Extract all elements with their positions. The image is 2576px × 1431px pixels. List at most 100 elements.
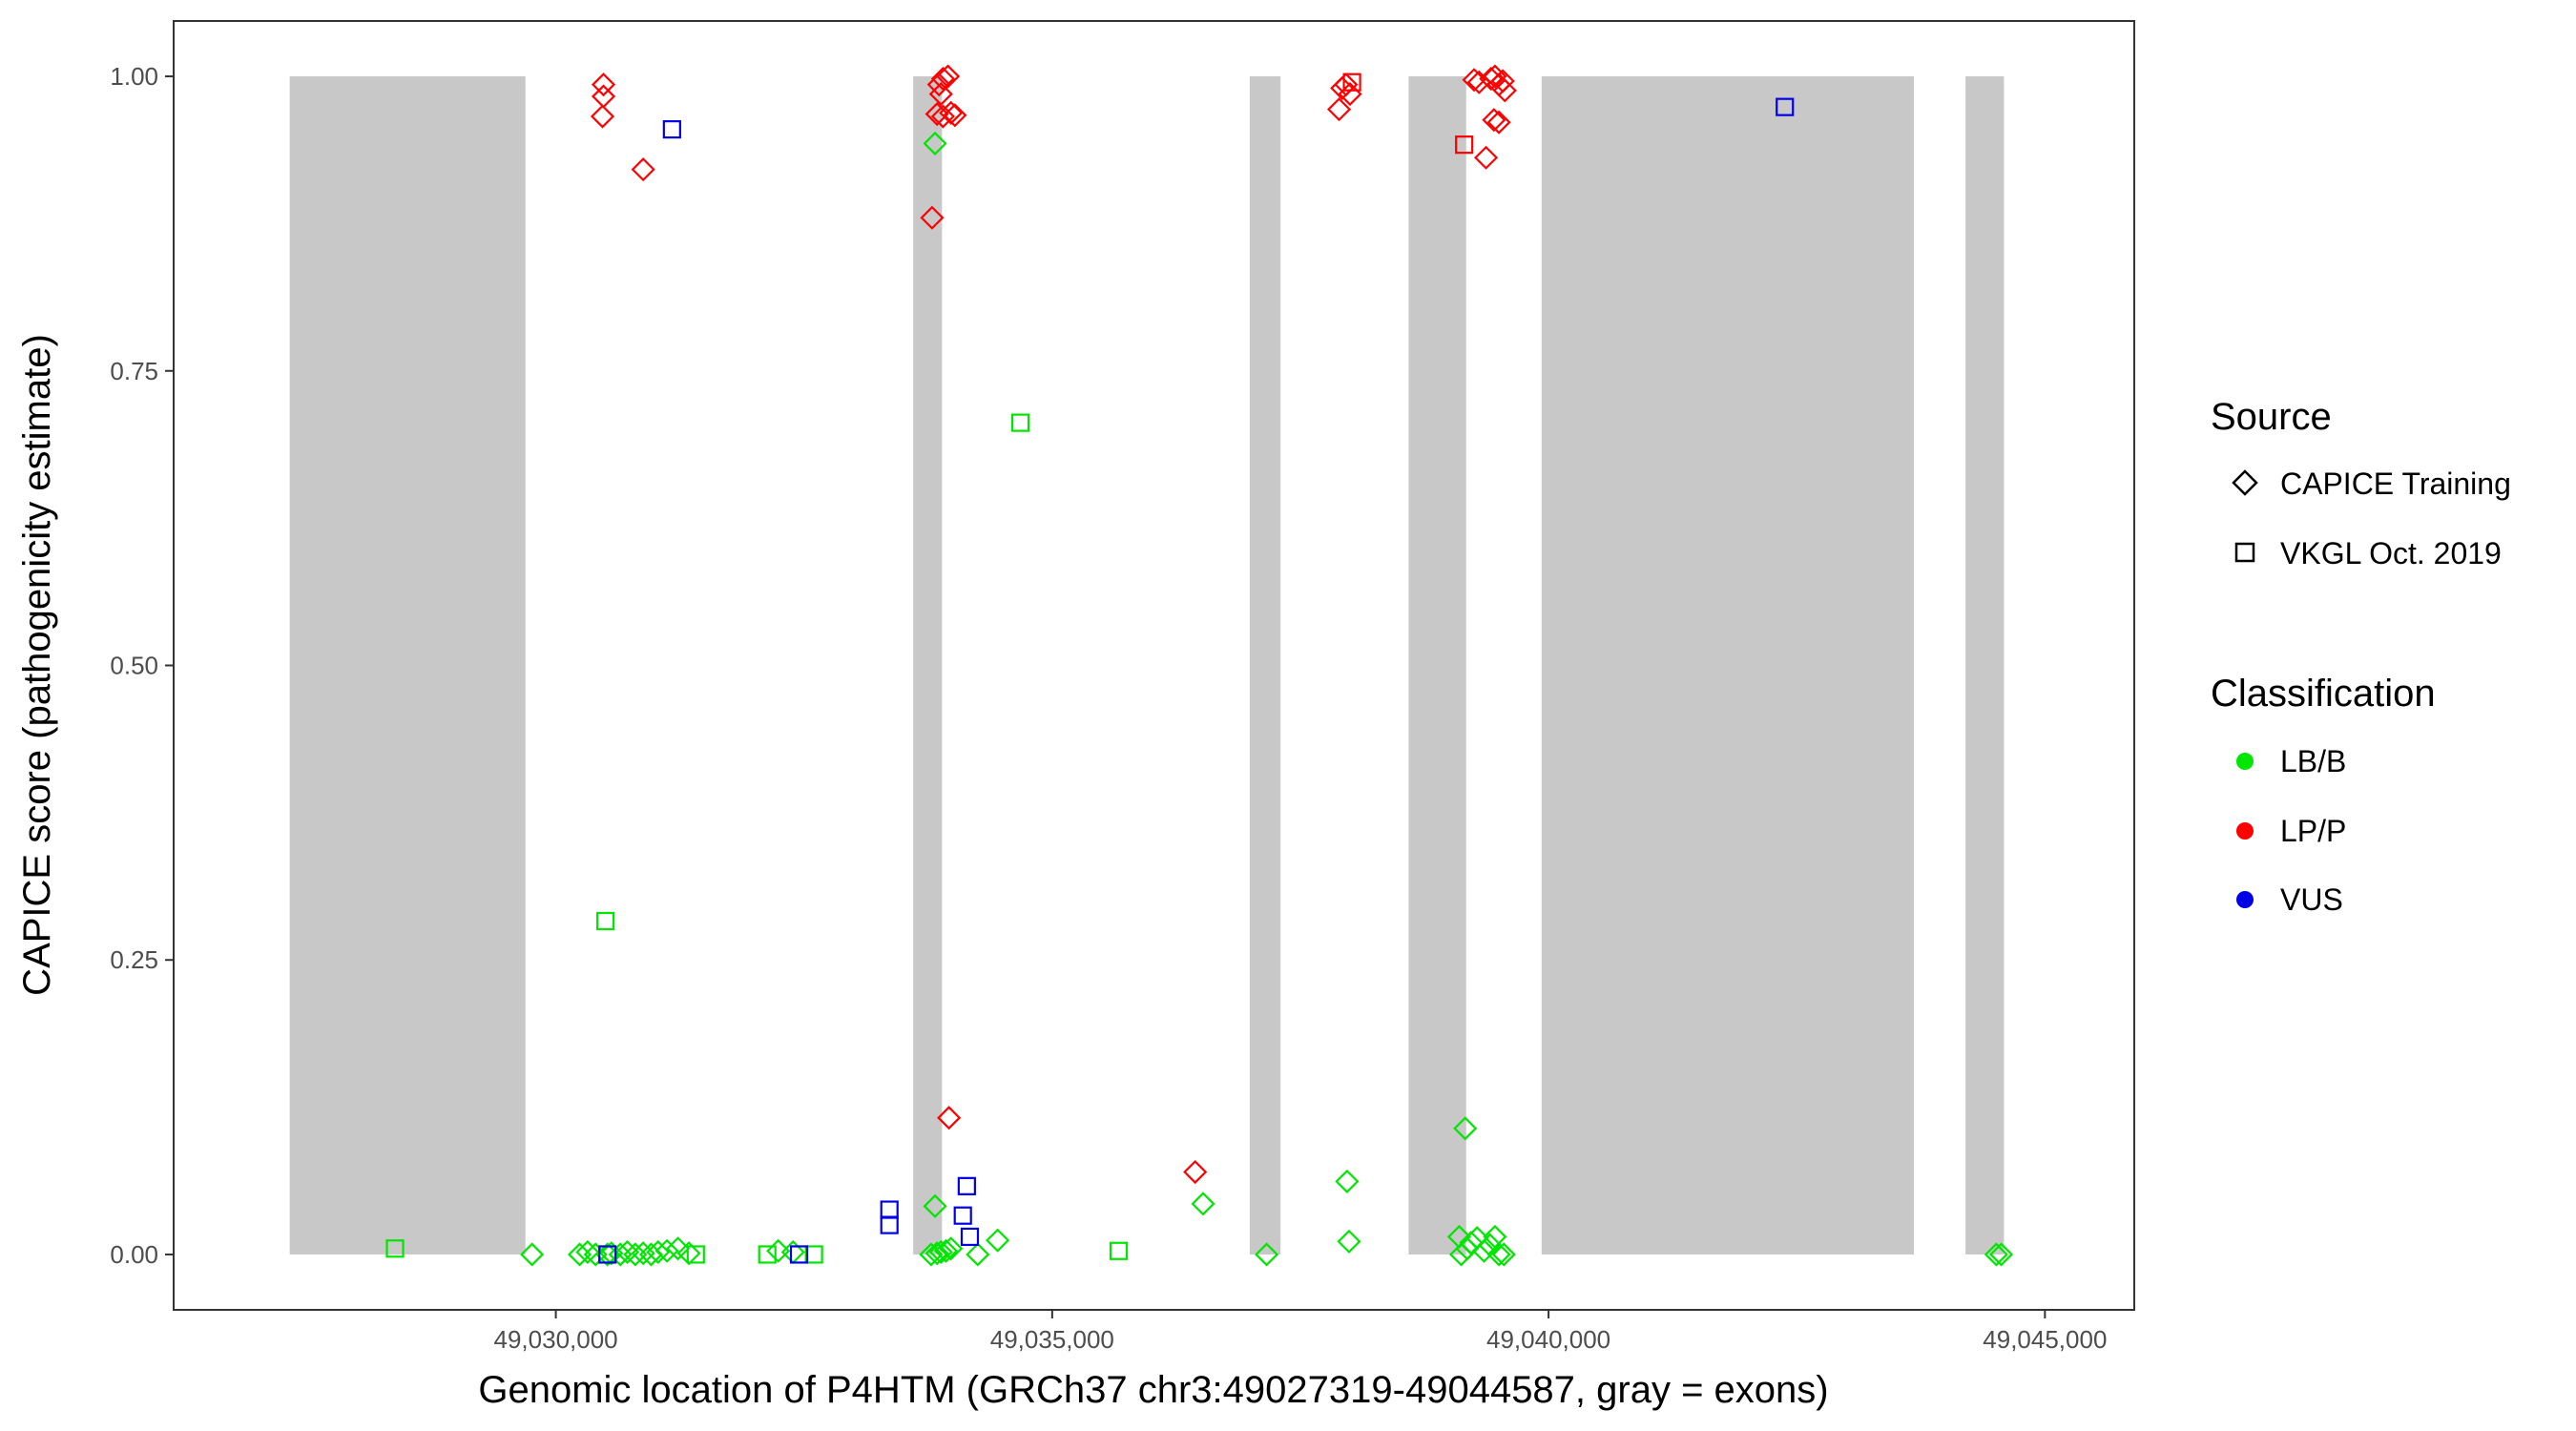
x-tick-label: 49,035,000 — [990, 1325, 1114, 1354]
point-lb-b-diamond — [638, 1242, 664, 1267]
y-axis-ticks: 0.00 0.25 0.50 0.75 1.00 — [110, 62, 174, 1269]
point-lp-p-diamond — [631, 157, 655, 182]
legend-diamond-icon — [2232, 469, 2258, 496]
point-lb-b-square — [1109, 1241, 1129, 1260]
point-lb-b-square — [804, 1245, 823, 1264]
y-tick-label: 0.50 — [110, 652, 158, 680]
exon-band — [1249, 76, 1281, 1255]
data-points — [385, 64, 2014, 1267]
point-lp-p-diamond — [1334, 73, 1359, 97]
point-lb-b-diamond — [1335, 1169, 1360, 1193]
point-lp-p-diamond — [1462, 68, 1486, 93]
point-lb-b-diamond — [939, 1236, 964, 1261]
point-lb-b-diamond — [923, 1193, 947, 1218]
exon-band — [913, 76, 943, 1255]
point-lb-b-diamond — [924, 1241, 949, 1266]
y-tick-label: 0.75 — [110, 357, 158, 385]
y-axis-title: CAPICE score (pathogenicity estimate) — [16, 334, 58, 996]
point-lb-b-diamond — [614, 1239, 640, 1265]
point-lb-b-diamond — [1459, 1231, 1484, 1255]
point-lb-b-diamond — [766, 1238, 791, 1263]
point-lb-b-diamond — [1191, 1192, 1215, 1216]
legend-class-item: VUS — [2280, 882, 2343, 917]
point-lb-b-diamond — [933, 1238, 959, 1263]
point-lp-p-diamond — [1486, 110, 1511, 135]
point-vus-square — [880, 1215, 899, 1234]
exon-band — [1541, 76, 1915, 1255]
point-lb-b-diamond — [1491, 1242, 1516, 1267]
legend-lbb-dot-icon — [2236, 753, 2254, 770]
legend-source-item: CAPICE Training — [2280, 467, 2511, 501]
point-lb-b-diamond — [666, 1236, 691, 1261]
y-tick-label: 0.25 — [110, 945, 158, 974]
point-vus-square — [953, 1206, 972, 1225]
point-lb-b-diamond — [1984, 1242, 2008, 1267]
point-lp-p-diamond — [1492, 78, 1517, 103]
x-axis-ticks: 49,030,000 49,035,000 49,040,000 49,045,000 — [494, 1310, 2107, 1354]
point-lb-b-diamond — [919, 1242, 944, 1267]
point-lp-p-diamond — [590, 104, 615, 129]
point-lb-b-diamond — [520, 1242, 545, 1267]
x-axis-title: Genomic location of P4HTM (GRCh37 chr3:4… — [478, 1369, 1828, 1411]
legend-square-icon — [2234, 542, 2255, 563]
point-lb-b-diamond — [575, 1239, 600, 1265]
point-lb-b-diamond — [646, 1239, 671, 1265]
point-lb-b-diamond — [966, 1242, 990, 1267]
exon-bands — [289, 76, 2005, 1255]
point-lb-b-diamond — [1486, 1242, 1511, 1267]
point-lp-p-diamond — [937, 1106, 962, 1130]
point-lp-p-diamond — [1473, 145, 1499, 170]
point-lb-b-diamond — [923, 131, 947, 156]
point-lp-p-diamond — [591, 73, 616, 97]
legend-class-item: LP/P — [2280, 814, 2346, 848]
point-vus-square — [960, 1227, 980, 1247]
legend: Source CAPICE Training VKGL Oct. 2019 Cl… — [2211, 396, 2511, 917]
exon-band — [1408, 76, 1466, 1255]
x-tick-label: 49,030,000 — [494, 1325, 618, 1354]
exon-band — [1965, 76, 2005, 1255]
point-lb-b-square — [385, 1239, 405, 1258]
point-lb-b-diamond — [1471, 1238, 1497, 1263]
point-lp-p-diamond — [1490, 69, 1515, 93]
point-vus-square — [789, 1245, 809, 1264]
point-lp-p-diamond — [1183, 1159, 1208, 1185]
point-lb-b-diamond — [1989, 1242, 2014, 1267]
legend-lpp-dot-icon — [2236, 822, 2254, 840]
point-lb-b-square — [686, 1245, 705, 1264]
point-lb-b-diamond — [654, 1238, 679, 1263]
legend-source-title: Source — [2211, 396, 2332, 438]
point-lb-b-diamond — [780, 1239, 805, 1265]
point-lp-p-diamond — [943, 103, 967, 128]
x-tick-label: 49,040,000 — [1486, 1325, 1610, 1354]
legend-source-item: VKGL Oct. 2019 — [2280, 536, 2502, 570]
point-lp-p-diamond — [920, 205, 945, 230]
point-lb-b-square — [1010, 413, 1030, 432]
point-vus-square — [880, 1200, 899, 1219]
point-vus-square — [598, 1245, 617, 1264]
exon-band — [289, 76, 526, 1255]
point-lp-p-diamond — [1482, 108, 1506, 133]
point-lp-p-diamond — [928, 82, 953, 107]
point-lb-b-diamond — [986, 1228, 1010, 1253]
point-lp-p-diamond — [1326, 97, 1352, 122]
legend-class-item: LB/B — [2280, 744, 2346, 778]
y-tick-label: 0.00 — [110, 1240, 158, 1269]
point-lb-b-diamond — [676, 1241, 701, 1266]
point-vus-square — [662, 120, 681, 139]
point-lb-b-square — [596, 911, 615, 931]
point-lp-p-diamond — [939, 100, 964, 125]
point-lp-p-diamond — [930, 66, 955, 92]
point-lb-b-diamond — [1337, 1229, 1361, 1254]
legend-vus-dot-icon — [2236, 891, 2254, 908]
point-lb-b-square — [758, 1245, 777, 1264]
point-vus-square — [957, 1176, 976, 1195]
point-lp-p-diamond — [936, 64, 961, 89]
point-lb-b-diamond — [568, 1242, 592, 1267]
legend-classification-title: Classification — [2211, 673, 2436, 715]
point-lb-b-diamond — [1453, 1116, 1478, 1141]
point-vus-square — [1776, 97, 1795, 116]
point-lb-b-diamond — [623, 1242, 648, 1267]
y-tick-label: 1.00 — [110, 62, 158, 91]
point-lp-p-square — [1455, 135, 1474, 155]
